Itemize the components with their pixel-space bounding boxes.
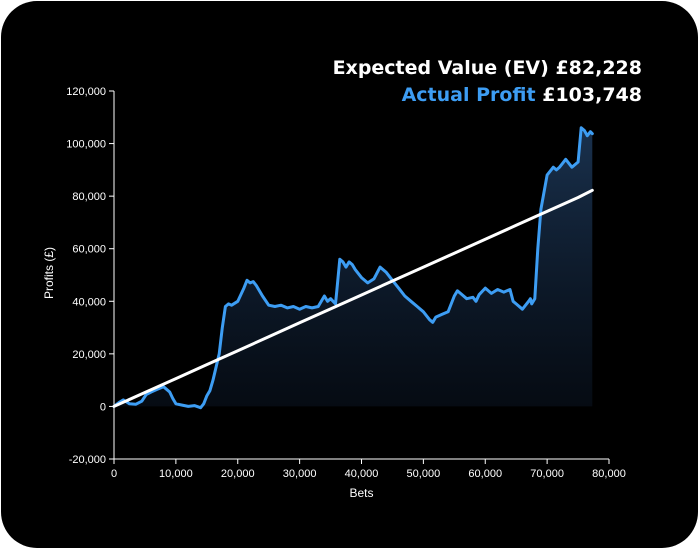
actual-value: £103,748 xyxy=(542,84,642,106)
x-tick-label: 50,000 xyxy=(407,468,441,480)
actual-profit-line xyxy=(112,126,594,410)
x-tick-label: 80,000 xyxy=(592,468,626,480)
x-tick-label: 70,000 xyxy=(530,468,564,480)
ev-value: £82,228 xyxy=(555,57,642,79)
actual-summary: Actual Profit £103,748 xyxy=(333,82,642,109)
y-tick-label: 20,000 xyxy=(72,349,106,361)
y-tick-label: -20,000 xyxy=(69,454,106,466)
ev-label: Expected Value (EV) xyxy=(332,57,549,79)
x-tick-label: 0 xyxy=(111,468,117,480)
ev-summary: Expected Value (EV) £82,228 xyxy=(333,55,642,82)
x-tick-label: 20,000 xyxy=(221,468,255,480)
y-tick-label: 100,000 xyxy=(66,139,106,151)
summary-legend: Expected Value (EV) £82,228 Actual Profi… xyxy=(333,55,642,109)
y-tick-label: 40,000 xyxy=(72,296,106,308)
x-tick-label: 40,000 xyxy=(345,468,379,480)
x-axis-title: Bets xyxy=(349,486,373,500)
x-tick-label: 10,000 xyxy=(159,468,193,480)
y-axis-title: Profits (£) xyxy=(42,247,56,299)
actual-label: Actual Profit xyxy=(401,84,536,106)
y-tick-label: 60,000 xyxy=(72,244,106,256)
expected-value-line xyxy=(112,188,594,408)
y-tick-label: 120,000 xyxy=(66,86,106,98)
y-tick-label: 80,000 xyxy=(72,191,106,203)
y-tick-label: 0 xyxy=(100,401,106,413)
x-tick-label: 60,000 xyxy=(468,468,502,480)
x-tick-label: 30,000 xyxy=(283,468,317,480)
